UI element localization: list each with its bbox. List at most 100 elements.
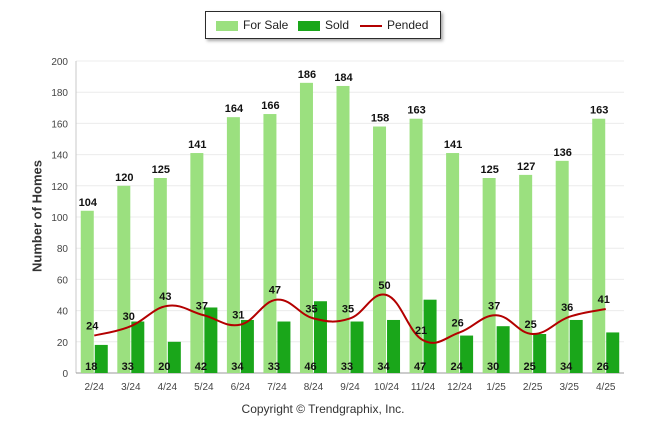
bar-for-sale [555, 160, 569, 373]
x-tick-label: 9/24 [340, 382, 360, 393]
data-label-pended: 31 [232, 310, 244, 322]
x-tick-label: 6/24 [231, 382, 251, 393]
bar-sold [240, 319, 254, 373]
data-label-sold: 34 [560, 361, 573, 373]
bar-for-sale [226, 117, 240, 373]
data-label-for-sale: 104 [79, 197, 98, 209]
x-tick-label: 12/24 [447, 382, 472, 393]
bar-sold [131, 321, 145, 373]
bar-for-sale [336, 85, 350, 374]
data-label-sold: 33 [268, 361, 280, 373]
data-label-for-sale: 184 [334, 72, 353, 84]
data-label-pended: 41 [598, 294, 610, 306]
legend-swatch-sold [298, 21, 320, 31]
data-label-for-sale: 141 [188, 139, 206, 151]
data-label-for-sale: 163 [407, 105, 425, 117]
x-tick-label: 11/24 [411, 382, 436, 393]
data-label-sold: 25 [524, 361, 536, 373]
y-tick-label: 140 [51, 151, 68, 162]
data-label-pended: 36 [561, 302, 573, 314]
y-tick-label: 80 [57, 244, 69, 255]
data-label-pended: 50 [378, 280, 390, 292]
data-label-sold: 26 [597, 361, 609, 373]
bar-sold [569, 319, 583, 373]
data-label-pended: 24 [86, 321, 99, 333]
legend-swatch-pended [360, 25, 382, 27]
data-label-sold: 46 [304, 361, 316, 373]
bar-sold [460, 335, 474, 373]
data-label-pended: 21 [415, 325, 427, 337]
bar-for-sale [117, 185, 131, 373]
bar-for-sale [263, 114, 277, 373]
x-tick-label: 2/25 [523, 382, 543, 393]
data-label-for-sale: 186 [298, 69, 316, 81]
bar-sold [423, 299, 437, 373]
x-tick-label: 4/25 [596, 382, 616, 393]
data-label-for-sale: 127 [517, 161, 535, 173]
bar-sold [350, 321, 364, 373]
data-label-sold: 30 [487, 361, 499, 373]
y-tick-label: 60 [57, 275, 69, 286]
data-label-sold: 18 [85, 361, 97, 373]
bar-for-sale [190, 153, 204, 373]
x-tick-label: 7/24 [267, 382, 287, 393]
bar-for-sale [592, 118, 606, 373]
bar-sold [277, 321, 291, 373]
data-label-pended: 47 [269, 285, 281, 297]
legend: For Sale Sold Pended [205, 11, 441, 39]
bar-sold [167, 341, 181, 373]
legend-label-for-sale: For Sale [243, 18, 289, 32]
x-tick-label: 3/25 [559, 382, 579, 393]
data-label-pended: 37 [488, 300, 500, 312]
data-label-sold: 20 [158, 361, 170, 373]
copyright-text: Copyright © Trendgraphix, Inc. [241, 402, 405, 416]
data-label-sold: 47 [414, 361, 426, 373]
data-label-sold: 34 [231, 361, 244, 373]
bar-for-sale [80, 210, 94, 373]
x-tick-label: 8/24 [304, 382, 324, 393]
bar-sold [204, 307, 218, 373]
y-tick-label: 100 [51, 213, 68, 224]
y-tick-label: 0 [62, 369, 68, 380]
data-label-pended: 25 [525, 319, 537, 331]
data-label-for-sale: 136 [554, 147, 572, 159]
bar-sold [94, 344, 108, 373]
y-tick-label: 160 [51, 119, 68, 130]
data-label-sold: 24 [450, 361, 463, 373]
data-label-for-sale: 141 [444, 139, 462, 151]
data-label-pended: 30 [123, 311, 135, 323]
y-tick-label: 120 [51, 182, 68, 193]
x-tick-label: 2/24 [85, 382, 105, 393]
data-label-for-sale: 125 [480, 164, 498, 176]
data-label-for-sale: 120 [115, 172, 133, 184]
bar-for-sale [482, 178, 496, 373]
data-label-pended: 35 [342, 303, 354, 315]
x-tick-label: 3/24 [121, 382, 141, 393]
legend-label-sold: Sold [325, 18, 350, 32]
data-label-pended: 26 [451, 317, 463, 329]
bar-for-sale [373, 126, 387, 374]
legend-swatch-for-sale [216, 21, 238, 31]
data-label-sold: 33 [341, 361, 353, 373]
y-tick-label: 20 [57, 338, 69, 349]
data-label-for-sale: 163 [590, 105, 608, 117]
x-tick-label: 4/24 [158, 382, 178, 393]
data-label-for-sale: 125 [152, 164, 170, 176]
bar-sold [606, 332, 620, 373]
bar-for-sale [409, 118, 423, 373]
bar-for-sale [299, 82, 313, 373]
line-pended [94, 293, 606, 344]
data-label-for-sale: 164 [225, 103, 244, 115]
y-tick-label: 200 [51, 57, 68, 68]
bar-for-sale [519, 174, 533, 373]
bar-sold [533, 334, 547, 373]
x-tick-label: 1/25 [486, 382, 506, 393]
x-tick-label: 5/24 [194, 382, 214, 393]
data-label-sold: 33 [122, 361, 134, 373]
data-label-for-sale: 158 [371, 113, 389, 125]
bar-for-sale [153, 178, 167, 373]
bar-sold [387, 319, 401, 373]
data-label-sold: 34 [377, 361, 390, 373]
